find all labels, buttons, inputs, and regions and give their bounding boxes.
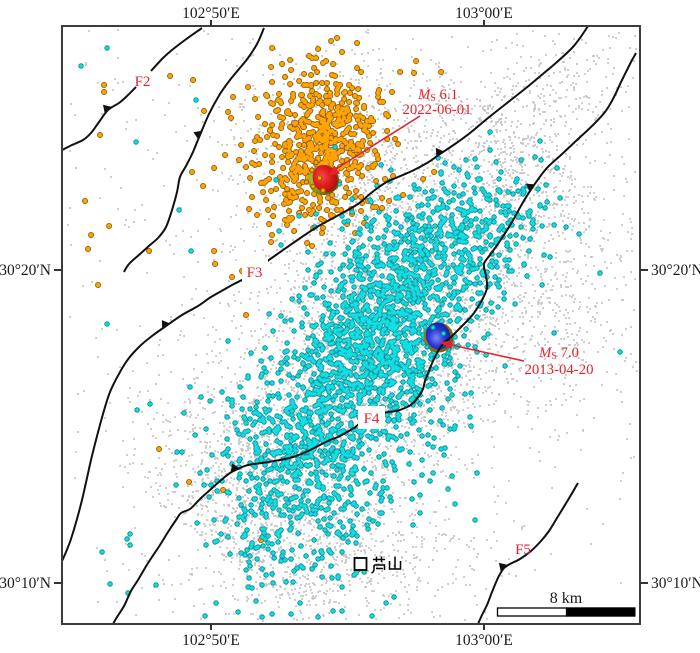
- svg-text:30°20′N: 30°20′N: [0, 262, 51, 279]
- svg-text:F4: F4: [364, 411, 380, 427]
- svg-text:F2: F2: [135, 74, 151, 90]
- svg-text:30°10′N: 30°10′N: [651, 575, 700, 592]
- svg-text:2022-06-01: 2022-06-01: [402, 102, 471, 118]
- svg-text:102°50′E: 102°50′E: [182, 632, 240, 649]
- svg-text:8 km: 8 km: [550, 590, 583, 607]
- svg-text:F3: F3: [247, 265, 263, 281]
- svg-text:MS 7.0: MS 7.0: [538, 345, 579, 362]
- svg-text:30°10′N: 30°10′N: [0, 575, 51, 592]
- svg-text:103°00′E: 103°00′E: [455, 632, 513, 649]
- svg-text:30°20′N: 30°20′N: [651, 262, 700, 279]
- svg-text:102°50′E: 102°50′E: [182, 5, 240, 22]
- svg-text:2013-04-20: 2013-04-20: [524, 362, 593, 378]
- svg-text:MS 6.1: MS 6.1: [417, 87, 458, 104]
- svg-text:F5: F5: [515, 542, 531, 558]
- svg-text:103°00′E: 103°00′E: [455, 5, 513, 22]
